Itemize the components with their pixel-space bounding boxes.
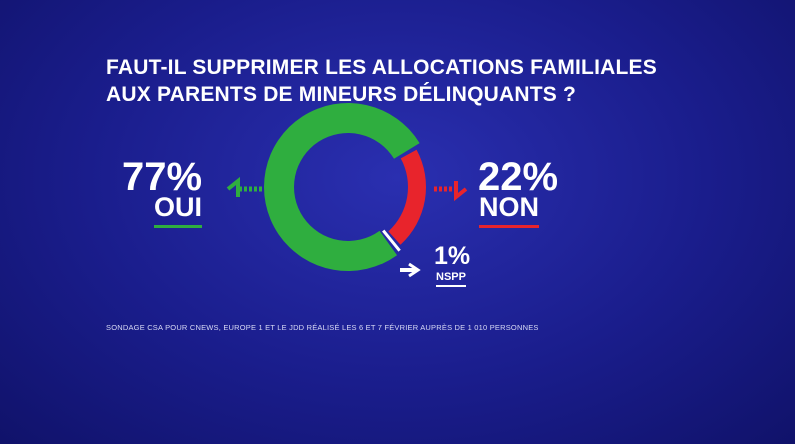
slice-oui (264, 103, 420, 272)
slice-non (388, 149, 426, 245)
arrow-oui (226, 176, 262, 197)
non-label: NON (479, 192, 539, 228)
arrow-non (434, 181, 468, 202)
chart-title-line-1: FAUT-IL SUPPRIMER LES ALLOCATIONS FAMILI… (106, 56, 657, 79)
chart-title-line-2: AUX PARENTS DE MINEURS DÉLINQUANTS ? (106, 83, 576, 106)
oui-label: OUI (154, 192, 203, 228)
non-percentage: 22% (478, 155, 559, 199)
nspp-percentage: 1% (434, 242, 471, 270)
chart-title: FAUT-IL SUPPRIMER LES ALLOCATIONS FAMILI… (106, 54, 706, 108)
arrow-nspp (400, 262, 421, 278)
nspp-label: NSPP (436, 271, 466, 287)
oui-percentage: 77% (122, 155, 203, 199)
source-note: SONDAGE CSA POUR CNEWS, EUROPE 1 ET LE J… (106, 323, 539, 332)
slice-nspp (382, 229, 401, 252)
